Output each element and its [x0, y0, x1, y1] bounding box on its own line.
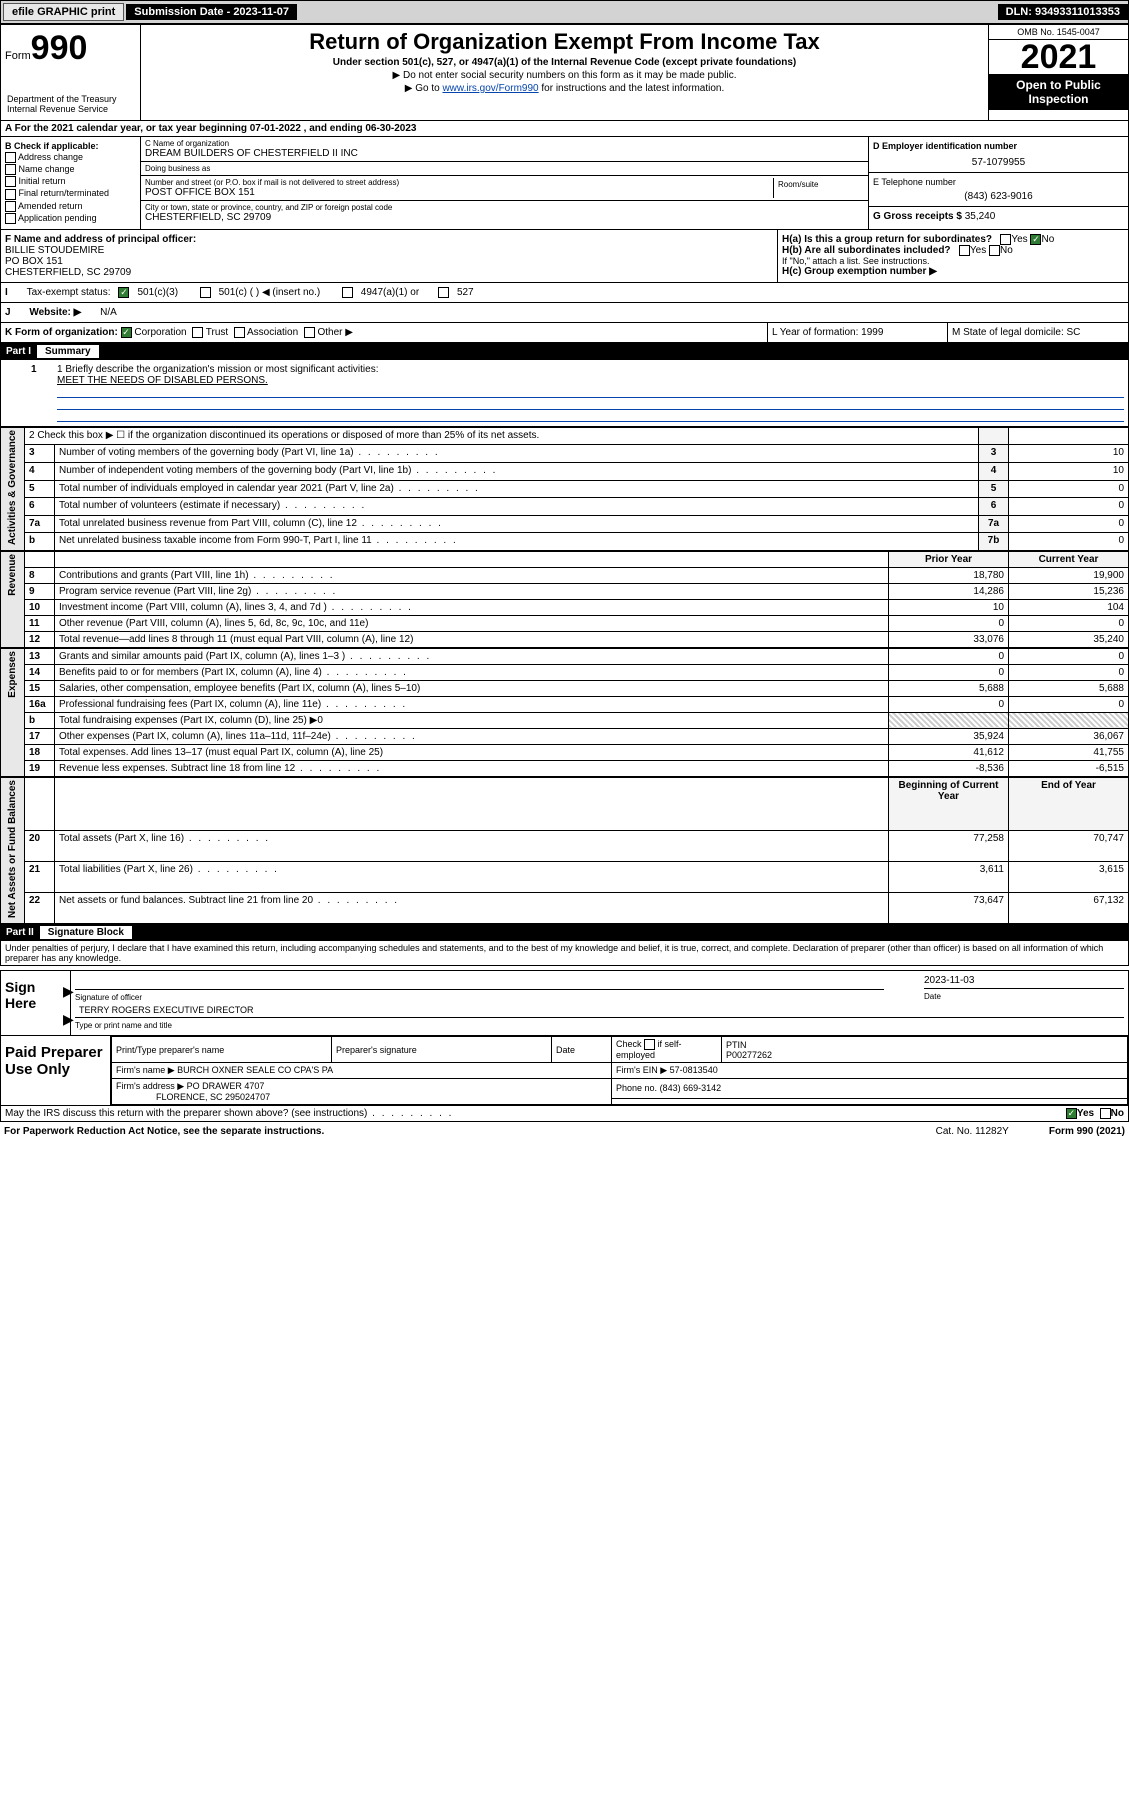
paid-preparer-block: Paid Preparer Use Only Print/Type prepar…: [0, 1036, 1129, 1106]
dba-cell: Doing business as: [141, 162, 868, 176]
form-header: Form990 Department of the Treasury Inter…: [0, 24, 1129, 121]
chk-self-employed[interactable]: [644, 1039, 655, 1050]
chk-501c[interactable]: [200, 287, 211, 298]
summary-expenses: Expenses 13Grants and similar amounts pa…: [0, 648, 1129, 777]
submission-date: Submission Date - 2023-11-07: [126, 4, 297, 20]
chk-name-change[interactable]: Name change: [5, 164, 136, 175]
row-a-tax-year: A For the 2021 calendar year, or tax yea…: [0, 121, 1129, 137]
form990-link[interactable]: www.irs.gov/Form990: [442, 83, 538, 94]
chk-final-return[interactable]: Final return/terminated: [5, 188, 136, 199]
principal-officer: F Name and address of principal officer:…: [1, 230, 778, 282]
row-f-h: F Name and address of principal officer:…: [0, 230, 1129, 283]
summary-revenue: Revenue Prior Year Current Year 8Contrib…: [0, 551, 1129, 648]
suite-cell: Room/suite: [774, 178, 864, 198]
paperwork-footer: For Paperwork Reduction Act Notice, see …: [0, 1122, 1129, 1141]
chk-amended-return[interactable]: Amended return: [5, 201, 136, 212]
chk-assoc[interactable]: [234, 327, 245, 338]
part1-bar: Part ISummary: [0, 343, 1129, 360]
chk-hb-no[interactable]: [989, 245, 1000, 256]
chk-corp[interactable]: ✓: [121, 327, 132, 338]
group-return-block: H(a) Is this a group return for subordin…: [778, 230, 1128, 282]
chk-trust[interactable]: [192, 327, 203, 338]
chk-address-change[interactable]: Address change: [5, 152, 136, 163]
ein-cell: D Employer identification number 57-1079…: [869, 137, 1128, 173]
ssn-note: ▶ Do not enter social security numbers o…: [145, 70, 984, 81]
chk-discuss-yes[interactable]: ✓: [1066, 1108, 1077, 1119]
form-number: Form990: [5, 29, 136, 68]
summary-net-assets: Net Assets or Fund Balances Beginning of…: [0, 777, 1129, 924]
tax-year: 2021: [989, 40, 1128, 74]
chk-hb-yes[interactable]: [959, 245, 970, 256]
gross-receipts-cell: G Gross receipts $ 35,240: [869, 207, 1128, 226]
chk-other[interactable]: [304, 327, 315, 338]
chk-application-pending[interactable]: Application pending: [5, 213, 136, 224]
efile-print-button[interactable]: efile GRAPHIC print: [3, 3, 124, 21]
discuss-row: May the IRS discuss this return with the…: [0, 1106, 1129, 1122]
org-name-cell: C Name of organization DREAM BUILDERS OF…: [141, 137, 868, 162]
chk-ha-yes[interactable]: [1000, 234, 1011, 245]
open-public-badge: Open to Public Inspection: [989, 74, 1128, 110]
sign-here-block: Sign Here ▶ Signature of officer 2023-11…: [0, 970, 1129, 1036]
row-k-form-org: K Form of organization: ✓ Corporation Tr…: [0, 323, 1129, 343]
arrow-icon: ▶: [63, 983, 74, 1000]
col-b-checkboxes: B Check if applicable: Address change Na…: [1, 137, 141, 229]
form-subtitle: Under section 501(c), 527, or 4947(a)(1)…: [145, 57, 984, 68]
year-formation: L Year of formation: 1999: [768, 323, 948, 342]
entity-block: B Check if applicable: Address change Na…: [0, 137, 1129, 230]
penalties-declaration: Under penalties of perjury, I declare th…: [0, 941, 1129, 966]
chk-ha-no[interactable]: ✓: [1030, 234, 1041, 245]
chk-discuss-no[interactable]: [1100, 1108, 1111, 1119]
dept-treasury: Department of the Treasury Internal Reve…: [5, 92, 136, 116]
dln: DLN: 93493311013353: [998, 4, 1128, 20]
street-cell: Number and street (or P.O. box if mail i…: [145, 178, 774, 198]
chk-501c3[interactable]: ✓: [118, 287, 129, 298]
chk-4947[interactable]: [342, 287, 353, 298]
row-i-tax-exempt: I Tax-exempt status: ✓ 501(c)(3) 501(c) …: [0, 283, 1129, 303]
row-j-website: J Website: ▶ N/A: [0, 303, 1129, 323]
form-id-footer: Form 990 (2021): [1049, 1126, 1125, 1137]
line1-mission: 1 1 Briefly describe the organization's …: [0, 360, 1129, 427]
chk-initial-return[interactable]: Initial return: [5, 176, 136, 187]
city-cell: City or town, state or province, country…: [141, 201, 868, 225]
arrow-icon: ▶: [63, 1011, 74, 1028]
phone-cell: E Telephone number (843) 623-9016: [869, 173, 1128, 207]
part2-bar: Part IISignature Block: [0, 924, 1129, 941]
goto-note: ▶ Go to www.irs.gov/Form990 for instruct…: [145, 83, 984, 94]
state-domicile: M State of legal domicile: SC: [948, 323, 1128, 342]
chk-527[interactable]: [438, 287, 449, 298]
form-title: Return of Organization Exempt From Incom…: [145, 29, 984, 55]
line2-discontinued: 2 Check this box ▶ ☐ if the organization…: [25, 427, 979, 445]
summary-governance: Activities & Governance 2 Check this box…: [0, 427, 1129, 551]
efile-topbar: efile GRAPHIC print Submission Date - 20…: [0, 0, 1129, 24]
